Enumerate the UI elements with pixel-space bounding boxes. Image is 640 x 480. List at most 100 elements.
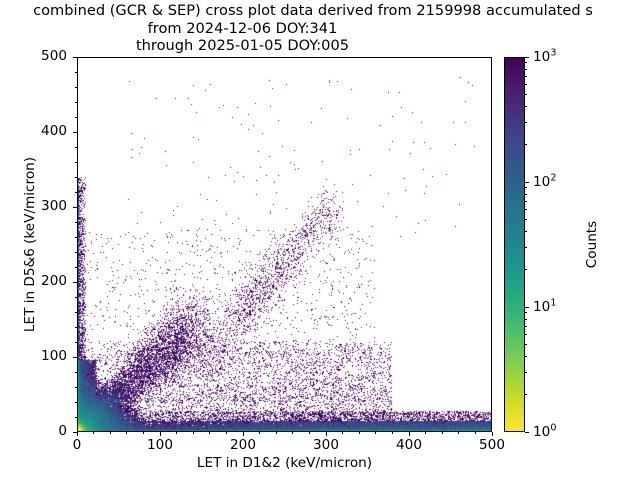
x-tick-major	[325, 432, 327, 436]
y-tick-minor	[74, 116, 77, 118]
colorbar-tick-major	[525, 306, 529, 308]
x-tick-minor	[142, 432, 144, 435]
x-tick-minor	[176, 432, 178, 435]
colorbar-title: Counts	[584, 220, 600, 269]
colorbar-tick-minor	[525, 200, 528, 202]
x-tick-major	[242, 432, 244, 436]
colorbar-tick-minor	[525, 268, 528, 270]
y-tick-minor	[74, 221, 77, 223]
y-tick-minor	[74, 416, 77, 418]
colorbar-tick-minor	[525, 75, 528, 77]
colorbar-tick-minor	[525, 371, 528, 373]
x-tick-major	[159, 432, 161, 436]
x-tick-major	[76, 432, 78, 436]
colorbar-tick-minor	[525, 62, 528, 64]
colorbar-tick-minor	[525, 325, 528, 327]
chart-title: combined (GCR & SEP) cross plot data der…	[0, 2, 640, 55]
y-tick-minor	[74, 386, 77, 388]
x-tick-label: 300	[313, 437, 339, 453]
x-tick-minor	[93, 432, 95, 435]
x-tick-minor	[126, 432, 128, 435]
colorbar-tick-minor	[525, 193, 528, 195]
x-tick-minor	[358, 432, 360, 435]
colorbar-tick-minor	[525, 312, 528, 314]
y-tick-label: 300	[41, 198, 67, 214]
x-tick-minor	[458, 432, 460, 435]
y-tick-major	[73, 281, 77, 283]
x-tick-minor	[425, 432, 427, 435]
colorbar-tick-minor	[525, 344, 528, 346]
colorbar-gradient	[504, 57, 525, 432]
x-tick-minor	[292, 432, 294, 435]
x-tick-minor	[391, 432, 393, 435]
colorbar-tick-minor	[525, 334, 528, 336]
colorbar-tick-minor	[525, 94, 528, 96]
colorbar-tick-label: 100	[533, 422, 557, 440]
x-tick-label: 400	[396, 437, 422, 453]
x-tick-label: 0	[72, 437, 82, 453]
x-tick-label: 200	[230, 437, 256, 453]
x-axis-label: LET in D1&2 (keV/micron)	[196, 455, 373, 471]
x-tick-minor	[474, 432, 476, 435]
colorbar-tick-minor	[525, 68, 528, 70]
x-tick-minor	[192, 432, 194, 435]
x-tick-minor	[342, 432, 344, 435]
x-tick-major	[491, 432, 493, 436]
y-tick-minor	[74, 146, 77, 148]
colorbar-tick-minor	[525, 356, 528, 358]
y-tick-minor	[74, 326, 77, 328]
x-tick-label: 100	[147, 437, 173, 453]
colorbar: 100 101 102 103	[504, 48, 556, 440]
y-tick-minor	[74, 371, 77, 373]
y-tick-minor	[74, 71, 77, 73]
x-tick-minor	[209, 432, 211, 435]
y-tick-minor	[74, 176, 77, 178]
chart-title-line-1: combined (GCR & SEP) cross plot data der…	[33, 2, 593, 19]
y-tick-minor	[74, 401, 77, 403]
scatter-data-layer	[78, 58, 491, 431]
y-tick-minor	[74, 296, 77, 298]
x-tick-minor	[259, 432, 261, 435]
y-tick-minor	[74, 311, 77, 313]
y-tick-label: 100	[41, 348, 67, 364]
y-tick-minor	[74, 251, 77, 253]
y-tick-minor	[74, 236, 77, 238]
y-tick-minor	[74, 191, 77, 193]
x-tick-minor	[441, 432, 443, 435]
y-tick-label: 200	[41, 273, 67, 289]
y-tick-minor	[74, 161, 77, 163]
y-tick-label: 0	[58, 423, 67, 439]
x-tick-minor	[375, 432, 377, 435]
colorbar-tick-minor	[525, 187, 528, 189]
colorbar-tick-label: 102	[533, 172, 557, 190]
y-tick-label: 500	[41, 48, 67, 64]
colorbar-tick-minor	[525, 121, 528, 123]
x-tick-minor	[275, 432, 277, 435]
colorbar-tick-major	[525, 56, 529, 58]
colorbar-tick-minor	[525, 219, 528, 221]
x-tick-label: 500	[479, 437, 505, 453]
y-tick-major	[73, 56, 77, 58]
x-tick-minor	[109, 432, 111, 435]
colorbar-tick-minor	[525, 246, 528, 248]
y-tick-major	[73, 206, 77, 208]
colorbar-tick-label: 103	[533, 47, 557, 65]
colorbar-tick-minor	[525, 209, 528, 211]
colorbar-tick-major	[525, 431, 529, 433]
y-tick-label: 400	[41, 123, 67, 139]
y-tick-minor	[74, 101, 77, 103]
y-tick-major	[73, 356, 77, 358]
colorbar-tick-minor	[525, 231, 528, 233]
colorbar-tick-label: 101	[533, 297, 557, 315]
chart-title-line-3: through 2025-01-05 DOY:005	[135, 37, 350, 54]
y-tick-minor	[74, 341, 77, 343]
y-tick-minor	[74, 86, 77, 88]
x-tick-minor	[225, 432, 227, 435]
y-tick-major	[73, 431, 77, 433]
y-tick-minor	[74, 266, 77, 268]
plot-axes	[77, 57, 492, 432]
chart-title-line-2: from 2024-12-06 DOY:341	[147, 19, 338, 37]
x-tick-major	[408, 432, 410, 436]
colorbar-tick-minor	[525, 143, 528, 145]
